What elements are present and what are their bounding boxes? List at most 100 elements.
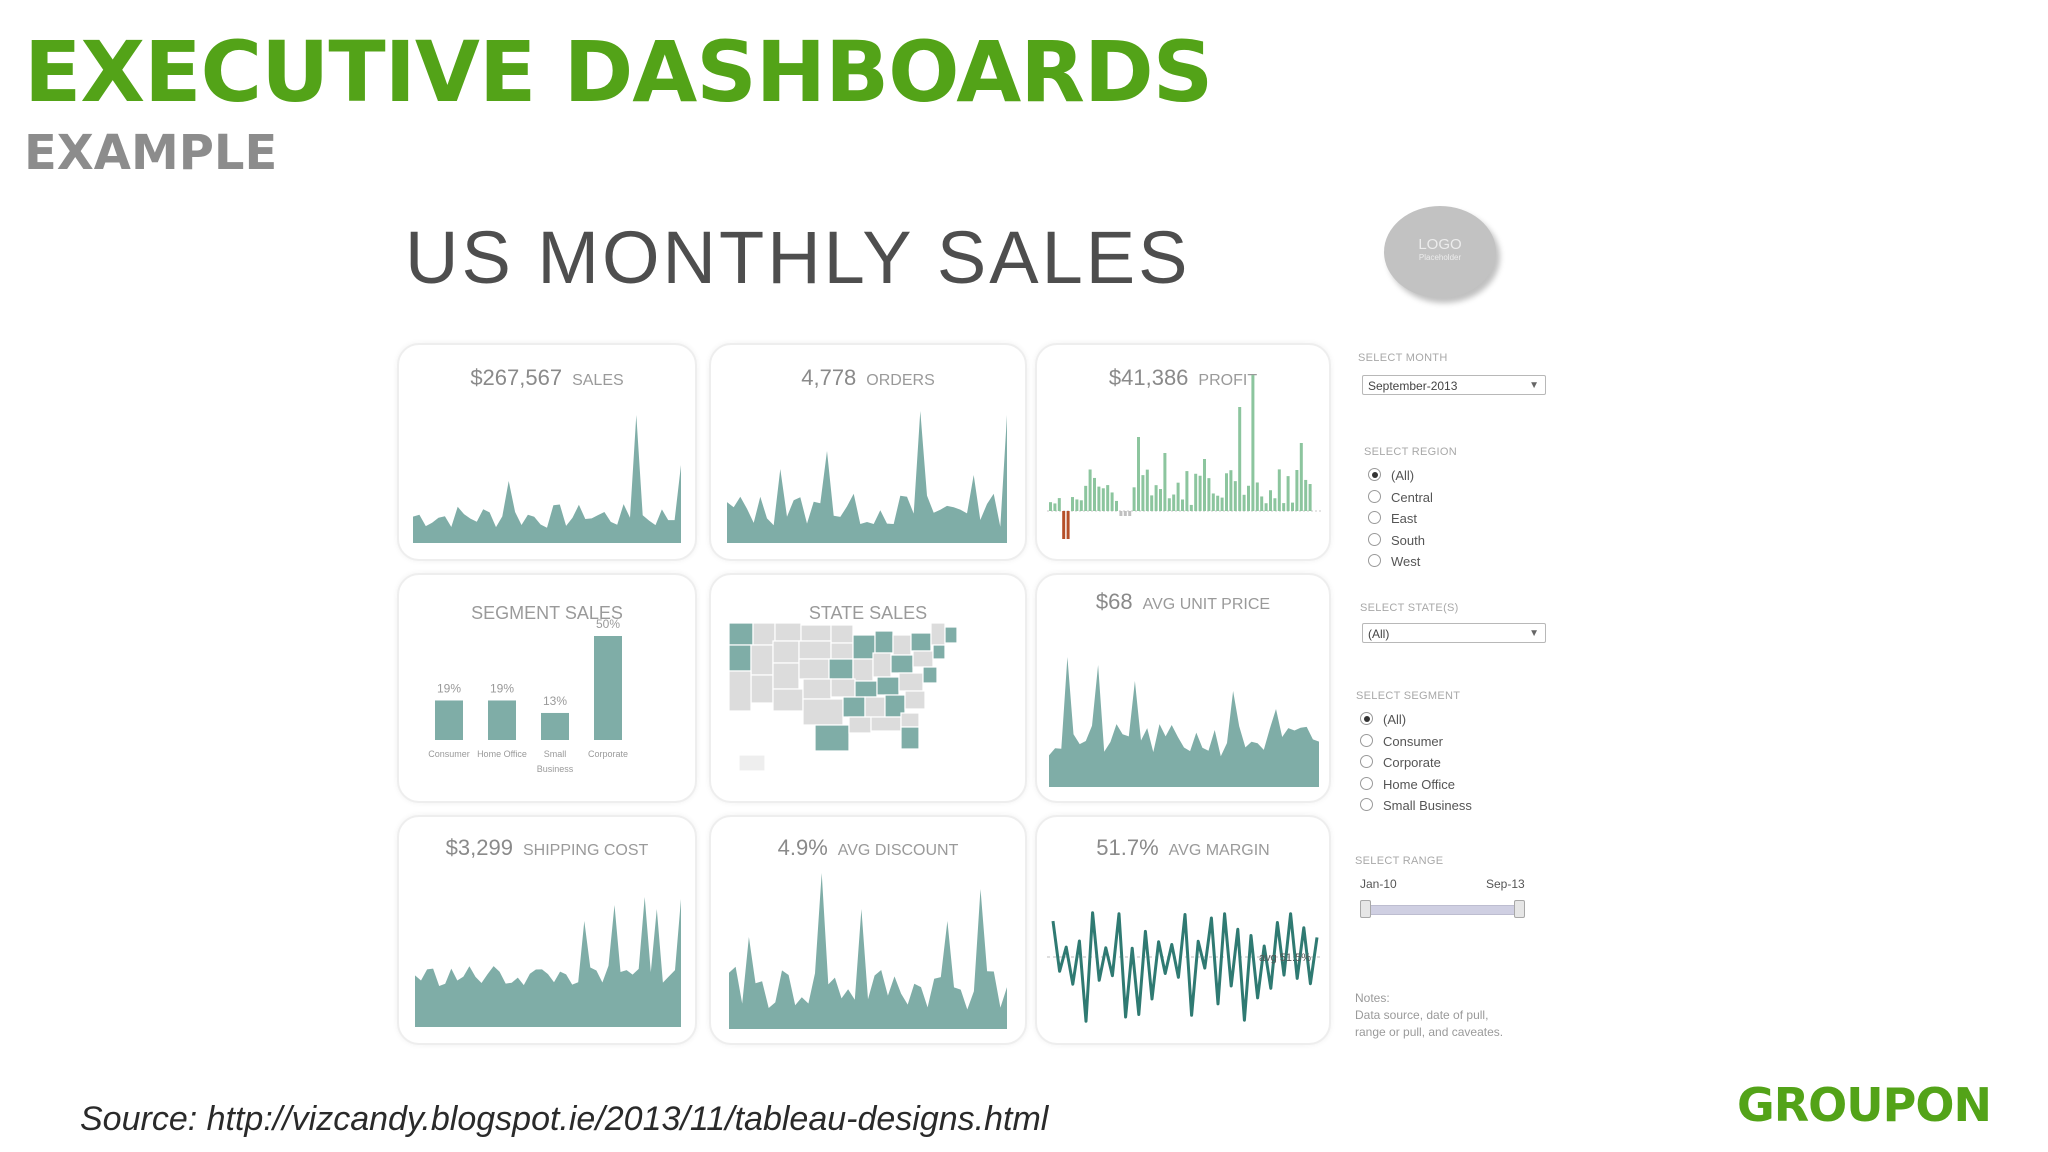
profit-bar[interactable] xyxy=(1088,469,1092,511)
segment-bar[interactable] xyxy=(435,700,463,740)
profit-bar[interactable] xyxy=(1181,499,1184,511)
profit-bar[interactable] xyxy=(1269,490,1272,511)
profit-bar[interactable] xyxy=(1101,488,1105,511)
profit-bar[interactable] xyxy=(1132,487,1136,511)
profit-bar[interactable] xyxy=(1264,503,1268,511)
radio-button-icon[interactable] xyxy=(1368,468,1381,481)
profit-bar[interactable] xyxy=(1119,511,1123,516)
profit-bar[interactable] xyxy=(1150,495,1154,511)
segment-bar[interactable] xyxy=(488,700,516,740)
profit-bar[interactable] xyxy=(1159,489,1162,511)
segment-bar[interactable] xyxy=(541,712,569,740)
profit-bar[interactable] xyxy=(1242,494,1246,511)
radio-button-icon[interactable] xyxy=(1368,511,1381,524)
radio-button-icon[interactable] xyxy=(1360,755,1373,768)
profit-bar[interactable] xyxy=(1308,484,1312,511)
profit-bar[interactable] xyxy=(1277,469,1281,511)
profit-bar[interactable] xyxy=(1167,498,1171,511)
shipping-cost-tile[interactable]: $3,299 SHIPPING COST xyxy=(397,815,697,1045)
profit-bar[interactable] xyxy=(1137,437,1140,511)
profit-bar[interactable] xyxy=(1163,453,1167,511)
profit-bar[interactable] xyxy=(1084,485,1088,511)
radio-button-icon[interactable] xyxy=(1360,712,1373,725)
segment-option[interactable]: (All) xyxy=(1360,711,1472,733)
profit-bar[interactable] xyxy=(1106,485,1110,511)
avg-discount-tile[interactable]: 4.9% AVG DISCOUNT xyxy=(709,815,1027,1045)
profit-bar[interactable] xyxy=(1198,475,1202,511)
profit-bar[interactable] xyxy=(1304,479,1308,511)
radio-button-icon[interactable] xyxy=(1360,733,1373,747)
profit-bar[interactable] xyxy=(1238,407,1242,511)
states-dropdown[interactable]: (All) ▼ xyxy=(1362,623,1546,643)
radio-button-icon[interactable] xyxy=(1368,532,1381,546)
avg-margin-tile[interactable]: 51.7% AVG MARGIN avg 51.5% xyxy=(1035,815,1331,1045)
profit-bar[interactable] xyxy=(1066,511,1070,539)
profit-bar[interactable] xyxy=(1291,502,1294,511)
profit-bar[interactable] xyxy=(1123,511,1127,516)
profit-bar[interactable] xyxy=(1075,499,1079,511)
profit-bar[interactable] xyxy=(1093,477,1096,511)
profit-bar[interactable] xyxy=(1255,482,1259,511)
profit-bar[interactable] xyxy=(1172,494,1176,511)
segment-sales-tile[interactable]: SEGMENT SALES 19% Consumer 19% Home Office 1… xyxy=(397,573,697,803)
profit-tile[interactable]: $41,386 PROFIT xyxy=(1035,343,1331,561)
profit-bar[interactable] xyxy=(1299,443,1303,511)
avg-unit-price-tile[interactable]: $68 AVG UNIT PRICE xyxy=(1035,573,1331,803)
segment-option[interactable]: Small Business xyxy=(1360,797,1472,819)
radio-button-icon[interactable] xyxy=(1360,776,1373,790)
profit-bar[interactable] xyxy=(1225,473,1228,511)
range-slider-track[interactable] xyxy=(1362,905,1524,915)
profit-bar[interactable] xyxy=(1286,476,1290,511)
region-option[interactable]: West xyxy=(1368,553,1433,575)
state-sales-tile[interactable]: STATE SALES xyxy=(709,573,1027,803)
profit-bar[interactable] xyxy=(1229,470,1233,511)
profit-bar[interactable] xyxy=(1071,497,1074,511)
orders-tile[interactable]: 4,778 ORDERS xyxy=(709,343,1027,561)
orders-area-chart xyxy=(727,411,1007,543)
radio-button-icon[interactable] xyxy=(1368,554,1381,567)
profit-bar[interactable] xyxy=(1154,485,1158,511)
profit-bar[interactable] xyxy=(1282,503,1286,511)
range-start-handle[interactable] xyxy=(1360,900,1371,918)
segment-option[interactable]: Home Office xyxy=(1360,776,1472,798)
profit-bar[interactable] xyxy=(1141,475,1145,511)
region-option[interactable]: (All) xyxy=(1368,467,1433,489)
profit-bar[interactable] xyxy=(1194,473,1198,511)
sales-tile[interactable]: $267,567 SALES xyxy=(397,343,697,561)
radio-button-icon[interactable] xyxy=(1360,798,1373,811)
profit-bar[interactable] xyxy=(1251,375,1255,511)
profit-bar[interactable] xyxy=(1128,511,1132,516)
profit-bar[interactable] xyxy=(1110,492,1114,511)
profit-bar[interactable] xyxy=(1062,511,1066,539)
region-option[interactable]: East xyxy=(1368,510,1433,532)
profit-bar[interactable] xyxy=(1057,498,1061,511)
profit-bar[interactable] xyxy=(1185,471,1189,511)
profit-bar[interactable] xyxy=(1207,478,1211,511)
profit-bar[interactable] xyxy=(1203,459,1206,511)
profit-bar[interactable] xyxy=(1097,486,1101,511)
profit-bar[interactable] xyxy=(1049,502,1052,511)
profit-bar[interactable] xyxy=(1145,469,1149,511)
profit-bar[interactable] xyxy=(1079,500,1083,511)
profit-bar[interactable] xyxy=(1216,495,1220,511)
profit-bar[interactable] xyxy=(1260,496,1264,511)
segment-option[interactable]: Corporate xyxy=(1360,754,1472,776)
profit-bar[interactable] xyxy=(1233,481,1237,511)
profit-bar[interactable] xyxy=(1176,482,1180,511)
profit-bar[interactable] xyxy=(1273,498,1277,511)
radio-button-icon[interactable] xyxy=(1368,489,1381,503)
profit-bar[interactable] xyxy=(1247,485,1250,511)
range-end-handle[interactable] xyxy=(1514,900,1525,918)
profit-bar[interactable] xyxy=(1189,504,1193,511)
profit-bar[interactable] xyxy=(1053,503,1057,511)
region-option[interactable]: South xyxy=(1368,532,1433,554)
profit-bar[interactable] xyxy=(1295,470,1299,511)
profit-bar[interactable] xyxy=(1115,500,1118,511)
select-range-label: SELECT RANGE xyxy=(1355,855,1444,867)
region-option[interactable]: Central xyxy=(1368,489,1433,511)
profit-bar[interactable] xyxy=(1220,497,1224,511)
profit-bar[interactable] xyxy=(1211,493,1215,511)
month-dropdown[interactable]: September-2013 ▼ xyxy=(1362,375,1546,395)
segment-option[interactable]: Consumer xyxy=(1360,733,1472,755)
segment-bar[interactable] xyxy=(594,636,622,740)
